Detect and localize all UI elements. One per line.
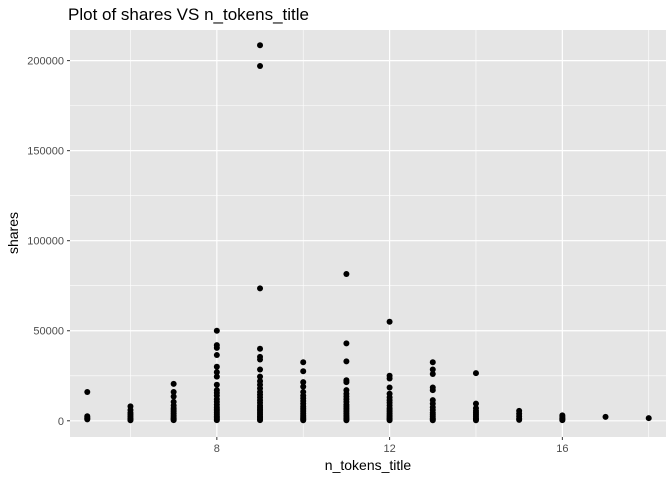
data-points [84,42,652,424]
data-point [257,285,264,292]
data-point [429,366,436,373]
data-point [170,417,177,424]
y-tick-label: 0 [58,416,64,428]
data-point [213,373,220,380]
y-tick-label: 100000 [27,236,64,248]
chart-title: Plot of shares VS n_tokens_title [68,5,309,24]
data-point [300,368,307,375]
data-point [343,417,350,424]
data-point [472,400,479,407]
data-point [472,417,479,424]
x-axis-title: n_tokens_title [325,457,412,473]
data-point [602,413,609,420]
data-point [429,417,436,424]
data-point [559,417,566,424]
y-axis-title: shares [5,212,21,254]
data-point [213,327,220,334]
data-point [84,388,91,395]
data-point [257,356,264,363]
data-point [386,318,393,325]
x-tick-label: 12 [383,443,395,455]
data-point [429,359,436,366]
data-point [257,63,264,70]
major-gridlines [70,30,666,437]
y-tick-label: 200000 [27,56,64,68]
x-tick-label: 16 [556,443,568,455]
y-axis: 0 50000 100000 150000 200000 [27,56,70,428]
data-point [213,381,220,388]
y-tick-label: 150000 [27,146,64,158]
data-point [84,416,91,423]
data-point [645,415,652,422]
data-point [386,417,393,424]
data-point [343,340,350,347]
data-point [213,417,220,424]
data-point [170,393,177,400]
data-point [300,379,307,386]
data-point [257,366,264,373]
data-point [300,417,307,424]
data-point [170,388,177,395]
x-axis: 8 12 16 [214,437,568,455]
minor-gridlines [70,30,666,437]
data-point [386,384,393,391]
data-point [257,373,264,380]
x-tick-label: 8 [214,443,220,455]
data-point [343,358,350,365]
data-point [429,387,436,394]
data-point [386,375,393,382]
data-point [213,369,220,376]
data-point [343,271,350,278]
data-point [127,417,134,424]
data-point [300,359,307,366]
y-tick-label: 50000 [33,326,64,338]
data-point [213,363,220,370]
data-point [343,379,350,386]
data-point [213,352,220,359]
data-point [170,380,177,387]
plot-panel [70,30,666,437]
data-point [516,416,523,423]
data-point [472,370,479,377]
data-point [429,370,436,377]
data-point [300,383,307,390]
data-point [257,42,264,49]
data-point [257,417,264,424]
data-point [213,344,220,351]
data-point [257,345,264,352]
